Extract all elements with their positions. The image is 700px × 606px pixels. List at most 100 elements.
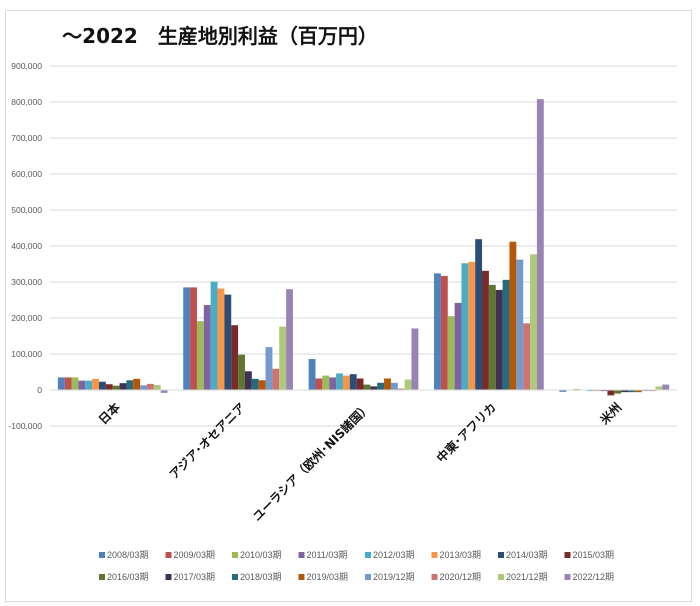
bar — [454, 302, 462, 390]
bar — [461, 263, 469, 390]
bar — [315, 378, 323, 390]
legend-swatch — [99, 574, 105, 580]
bar — [64, 377, 72, 390]
bar — [384, 378, 391, 390]
bar — [655, 386, 663, 390]
bar — [475, 239, 483, 390]
bar — [523, 323, 531, 390]
bar — [634, 390, 642, 393]
y-tick-label: 900,000 — [11, 61, 42, 71]
bar — [536, 99, 544, 391]
category-label: 中東･アフリカ — [433, 400, 499, 466]
bar — [370, 386, 378, 390]
bar — [265, 347, 273, 390]
bar — [105, 384, 113, 390]
bar — [509, 241, 517, 390]
category-label: ユーラシア（欧州･NIS諸国） — [249, 400, 373, 524]
bar — [516, 259, 524, 390]
legend-label: 2010/03期 — [240, 550, 282, 560]
legend-label: 2020/12期 — [440, 572, 482, 582]
legend-label: 2008/03期 — [107, 550, 149, 560]
bar — [559, 390, 567, 392]
bar — [628, 390, 635, 393]
legend-label: 2019/12期 — [373, 572, 415, 582]
bar — [349, 374, 357, 390]
y-tick-label: 200,000 — [11, 313, 42, 323]
chart-title: ～2022 生産地別利益（百万円） — [62, 24, 378, 48]
bar — [336, 373, 343, 390]
bar — [92, 378, 99, 390]
bar — [251, 378, 259, 390]
bar — [224, 294, 232, 390]
bar — [440, 275, 448, 390]
bar — [342, 375, 350, 390]
bar — [146, 383, 154, 390]
bar — [308, 359, 316, 390]
legend-swatch — [232, 574, 238, 580]
bar — [447, 316, 455, 390]
y-tick-label: 100,000 — [11, 349, 42, 359]
y-tick-label: 300,000 — [11, 277, 42, 287]
bar — [196, 321, 204, 390]
bar — [153, 384, 161, 390]
bar — [85, 380, 93, 390]
bar — [133, 378, 141, 390]
bar — [329, 377, 337, 390]
legend-swatch — [232, 552, 238, 558]
legend-label: 2017/03期 — [174, 572, 216, 582]
legend-swatch — [298, 552, 305, 558]
bar — [210, 281, 218, 390]
y-tick-label: 800,000 — [11, 97, 42, 107]
legend-label: 2011/03期 — [307, 550, 348, 560]
bar — [119, 383, 127, 390]
bar — [621, 390, 629, 393]
bar — [203, 305, 211, 390]
bar — [78, 380, 86, 390]
bar — [140, 385, 147, 390]
legend-swatch — [165, 574, 172, 580]
bar — [482, 270, 489, 390]
y-tick-label: -100,000 — [8, 421, 42, 431]
y-tick-label: 0 — [37, 385, 42, 395]
legend-label: 2009/03期 — [174, 550, 216, 560]
legend-swatch — [564, 552, 571, 558]
legend-label: 2019/03期 — [307, 572, 349, 582]
chart-frame — [5, 10, 692, 602]
bar — [57, 377, 65, 390]
y-tick-label: 500,000 — [11, 205, 42, 215]
bar — [495, 289, 503, 390]
bar — [641, 390, 649, 392]
legend-label: 2021/12期 — [506, 572, 548, 582]
bar — [363, 384, 371, 390]
legend-label: 2013/03期 — [440, 550, 482, 560]
bar — [607, 390, 615, 396]
bar — [390, 382, 398, 390]
bar — [586, 390, 594, 392]
bar — [404, 379, 412, 390]
legend-label: 2012/03期 — [373, 550, 415, 560]
y-tick-label: 400,000 — [11, 241, 42, 251]
bar — [600, 390, 608, 392]
bar — [98, 381, 106, 390]
category-label: アジア･オセアニア — [167, 400, 249, 482]
legend-label: 2016/03期 — [107, 572, 149, 582]
bar — [411, 328, 419, 390]
legend-label: 2014/03期 — [506, 550, 548, 560]
bar — [614, 390, 622, 394]
y-tick-label: 700,000 — [11, 133, 42, 143]
legend-swatch — [165, 552, 172, 558]
bar — [238, 354, 245, 390]
bar — [322, 375, 330, 390]
bar — [356, 378, 364, 390]
category-label: 米州 — [597, 400, 625, 428]
y-tick-label: 600,000 — [11, 169, 42, 179]
bar — [217, 288, 225, 390]
bar — [593, 390, 601, 392]
bar — [231, 325, 239, 390]
bar — [258, 380, 266, 390]
bar — [126, 380, 134, 390]
bar — [183, 287, 191, 390]
bar — [190, 287, 197, 390]
legend-label: 2022/12期 — [573, 572, 615, 582]
legend-swatch — [498, 574, 504, 580]
